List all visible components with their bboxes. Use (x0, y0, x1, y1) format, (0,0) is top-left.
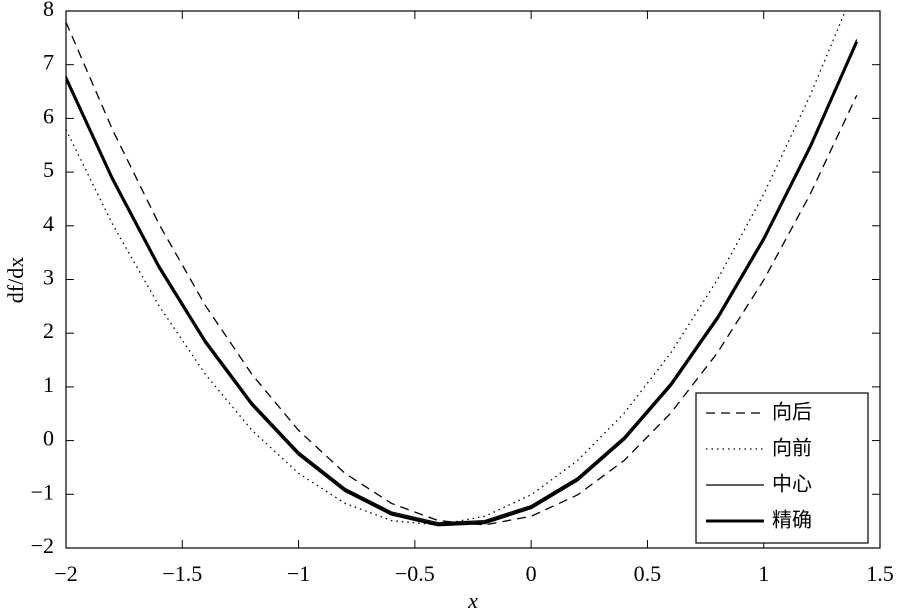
legend-box (695, 392, 869, 544)
x-tick-label: 1 (758, 561, 769, 586)
legend-label: 中心 (772, 472, 812, 496)
y-tick-label: 3 (43, 265, 54, 290)
y-tick-label: 0 (43, 426, 54, 451)
x-tick-label: 0 (526, 561, 537, 586)
y-tick-label: 6 (43, 103, 54, 128)
x-tick-label: 1.5 (866, 561, 894, 586)
y-tick-label: 4 (43, 211, 54, 236)
x-tick-label: −0.5 (395, 561, 435, 586)
plot-area (66, 11, 859, 527)
y-tick-label: 2 (43, 318, 54, 343)
legend-label: 向前 (772, 436, 812, 460)
x-tick-label: −1.5 (162, 561, 202, 586)
x-tick-label: 0.5 (634, 561, 662, 586)
legend-label: 精确 (772, 508, 812, 532)
y-tick-label: −2 (31, 533, 54, 558)
y-tick-label: 1 (43, 372, 54, 397)
y-tick-label: 8 (43, 0, 54, 21)
y-axis-label: df/dx (3, 257, 28, 303)
series-line (66, 41, 859, 527)
legend-label: 向后 (772, 400, 812, 424)
y-tick-label: −1 (31, 479, 54, 504)
x-axis-label: x (467, 588, 478, 613)
x-tick-label: −1 (287, 561, 310, 586)
y-tick-label: 5 (43, 157, 54, 182)
y-tick-label: 7 (43, 50, 54, 75)
x-tick-label: −2 (54, 561, 77, 586)
